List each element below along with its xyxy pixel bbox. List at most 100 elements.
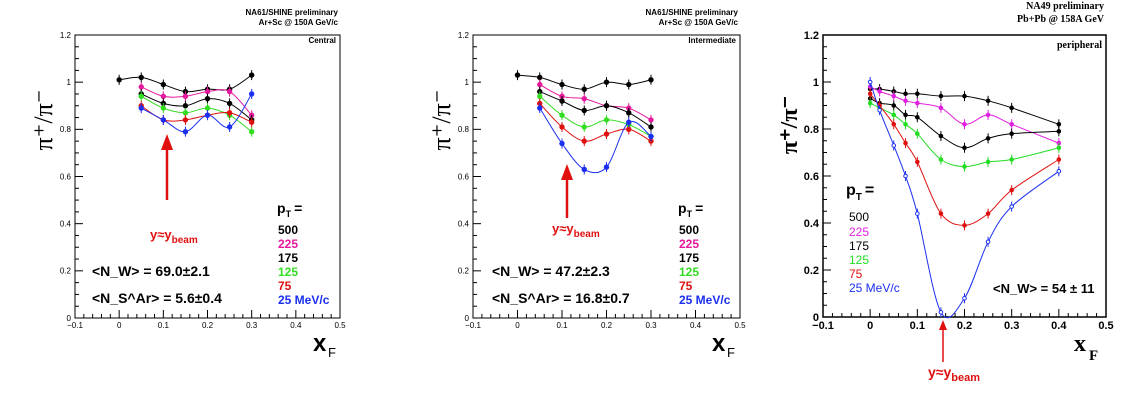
ns-text: <N_S^Ar> = 16.8±0.7 <box>492 290 630 306</box>
data-point <box>915 159 920 165</box>
data-point <box>1009 131 1014 136</box>
x-axis-label: x F <box>1074 331 1098 364</box>
data-point <box>626 126 632 133</box>
x-tick-label: 0.2 <box>202 321 214 330</box>
data-point <box>138 105 144 111</box>
data-point <box>877 89 882 94</box>
x-tick-label: 0.5 <box>334 321 346 330</box>
legend-75: 75 <box>278 279 292 293</box>
y-tick-label: 0.2 <box>458 267 470 276</box>
y-axis-label: π⁺/π⁻ <box>29 90 58 151</box>
data-point <box>891 143 897 148</box>
data-point <box>603 164 610 170</box>
data-point <box>581 107 587 114</box>
beam-arrow: y≈ybeam <box>552 164 600 240</box>
data-point <box>938 105 944 111</box>
y-tick-label: 0.6 <box>804 171 819 183</box>
data-point <box>204 105 211 111</box>
x-tick-label: 0.5 <box>1098 320 1113 332</box>
data-point <box>603 117 610 123</box>
x-tick-label: 0 <box>117 321 122 330</box>
data-point <box>938 133 944 139</box>
data-point <box>938 157 944 162</box>
data-point <box>559 81 565 88</box>
legend-500: 500 <box>849 210 869 224</box>
data-point <box>962 93 967 99</box>
y-tick-label: 0.4 <box>804 218 820 230</box>
header-line-2: Pb+Pb @ 158A GeV <box>1017 14 1105 25</box>
data-point <box>626 110 632 116</box>
y-tick-label: 0.6 <box>60 172 72 181</box>
legend-125: 125 <box>278 265 298 279</box>
nw-text: <N_W> = 47.2±2.3 <box>492 263 610 279</box>
y-tick-label: 0.2 <box>804 265 819 277</box>
data-point <box>581 86 587 92</box>
data-point <box>903 98 908 104</box>
data-point <box>626 81 632 88</box>
data-point <box>603 131 610 137</box>
data-point <box>559 98 565 104</box>
legend-175: 175 <box>278 251 298 265</box>
x-tick-label: 0.3 <box>1004 320 1019 332</box>
pt-label: pT = <box>678 200 703 219</box>
x-tick-label: 0 <box>515 321 520 330</box>
data-point <box>1009 204 1014 209</box>
x-axis-label-sub: F <box>328 345 336 360</box>
data-point <box>1009 122 1014 127</box>
beam-arrow-head <box>939 320 947 330</box>
legend-125: 125 <box>679 265 699 279</box>
x-tick-label: 0.5 <box>734 321 746 330</box>
data-point <box>648 77 654 83</box>
data-point <box>867 91 873 97</box>
data-point <box>160 117 167 123</box>
legend-225: 225 <box>278 237 298 251</box>
data-point <box>182 117 189 123</box>
y-tick-label: 1 <box>465 78 470 87</box>
data-point <box>903 140 908 146</box>
nw-text: <N_W> = 54 ± 11 <box>993 281 1094 296</box>
beam-arrow: y≈ybeam <box>928 320 980 384</box>
y-tick-label: 1.2 <box>458 31 470 40</box>
series-line <box>869 102 1059 168</box>
pt-legend: pT = 500 225 175 125 75 25 MeV/c <box>846 182 900 295</box>
data-point <box>938 93 944 99</box>
data-point <box>903 173 908 179</box>
data-point <box>938 310 944 315</box>
data-point <box>962 145 967 151</box>
pt-legend: pT = 500 225 175 125 75 25 MeV/c <box>277 200 330 307</box>
data-point <box>915 91 920 97</box>
x-axis-label-main: x <box>712 330 726 357</box>
pt-legend: pT = 500 225 175 125 75 25 MeV/c <box>678 200 731 307</box>
data-point <box>891 103 897 108</box>
series-line <box>869 81 1060 319</box>
data-point <box>962 295 967 301</box>
data-point <box>891 112 897 118</box>
data-point <box>138 84 144 90</box>
data-point <box>226 88 233 95</box>
corner-label: Intermediate <box>688 36 736 45</box>
data-point <box>581 138 587 144</box>
legend-25: 25 MeV/c <box>278 293 330 307</box>
data-point <box>138 74 144 81</box>
data-point <box>903 122 908 127</box>
data-point <box>903 91 908 97</box>
header-line-2: Ar+Sc @ 150A GeV/c <box>259 18 339 27</box>
data-point <box>962 122 967 127</box>
data-point <box>915 114 920 120</box>
data-point <box>204 112 211 118</box>
data-point <box>985 98 991 104</box>
data-point <box>581 124 587 130</box>
header-line-1: NA61/SHINE preliminary <box>646 8 739 17</box>
legend-225: 225 <box>849 225 869 239</box>
data-point <box>1009 157 1014 162</box>
legend-125: 125 <box>849 253 869 267</box>
legend-500: 500 <box>679 223 699 237</box>
y-tick-label: 0.8 <box>804 124 819 136</box>
x-tick-label: 0.3 <box>645 321 657 330</box>
legend-75: 75 <box>849 267 863 281</box>
y-tick-label: 0.8 <box>60 125 72 134</box>
data-point <box>903 112 908 118</box>
data-point <box>938 211 944 216</box>
data-point <box>1056 157 1062 162</box>
